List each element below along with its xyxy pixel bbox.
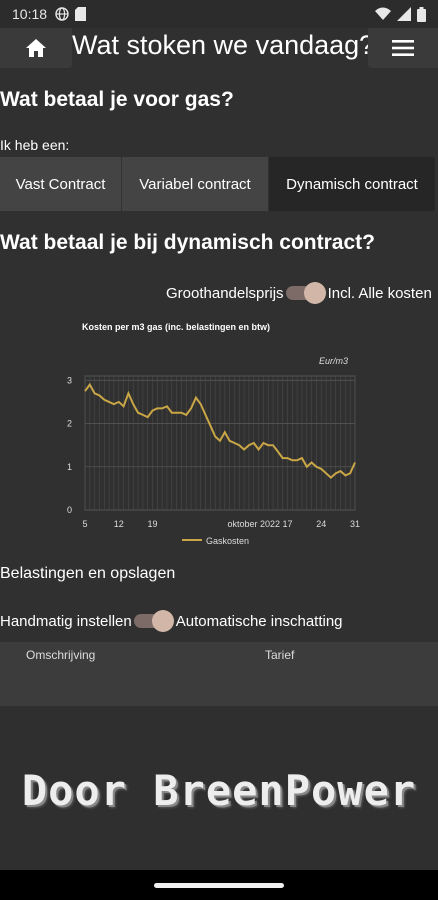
app-screen: Wat stoken we vandaag? Wat betaal je voo… [0,28,438,870]
wholesale-price-label: Groothandelsprijs [166,284,284,302]
description-column-header: Omschrijving [26,648,96,662]
status-time: 10:18 [12,6,48,22]
gas-cost-chart: Kosten per m3 gas (inc. belastingen en b… [67,322,360,546]
gaskosten-series-line [84,382,356,479]
manual-setting-label: Handmatig instellen [0,612,132,630]
contract-type-selector: Vast Contract Variabel contract Dynamisc… [0,157,436,211]
chart-x-tick-label: 5 [82,519,87,529]
chart-y-tick-label: 1 [67,462,72,472]
signal-icon [397,7,411,21]
variable-contract-option[interactable]: Variabel contract [122,157,269,211]
switch-thumb [303,282,326,304]
tax-mode-toggle-row: Handmatig instellen Automatische inschat… [0,610,343,632]
system-navigation-bar [0,870,438,900]
home-button[interactable] [0,28,72,68]
chart-y-tick-label: 2 [67,419,72,429]
rate-column-header: Tarief [265,648,295,662]
tax-table: Omschrijving Tarief [0,642,438,706]
chart-y-tick-label: 0 [67,505,72,515]
app-title: Wat stoken we vandaag? [72,30,375,60]
chart-x-tick-label: 19 [147,519,157,529]
tax-mode-switch[interactable] [133,610,174,632]
menu-button[interactable] [368,28,438,68]
price-mode-toggle-row: Groothandelsprijs Incl. Alle kosten [166,282,432,304]
chart-x-tick-label: 31 [350,519,360,529]
chart-x-tick-label: oktober 2022 [227,519,280,529]
gas-section-title: Wat betaal je voor gas? [0,88,234,111]
footer-brand-text: Door BreenPower [21,766,417,815]
home-icon [26,39,46,57]
footer-banner: Door BreenPower [0,706,438,870]
home-gesture-pill[interactable] [154,882,284,888]
hamburger-menu-icon [392,40,414,56]
chart-y-tick-label: 3 [67,375,72,385]
chart-x-tick-label: 24 [316,519,326,529]
chart-x-tick-label: 17 [282,519,292,529]
chart-x-axis: 5 12 19 oktober 2022 17 24 31 [82,519,360,529]
dynamic-contract-option[interactable]: Dynamisch contract [269,157,436,211]
auto-estimate-label: Automatische inschatting [175,612,343,630]
taxes-section-title: Belastingen en opslagen [0,565,176,582]
all-costs-label: Incl. Alle kosten [327,284,432,302]
wifi-icon [375,7,391,20]
chart-title: Kosten per m3 gas (inc. belastingen en b… [82,322,270,332]
battery-icon [417,6,426,22]
chart-unit-label: Eur/m3 [319,356,348,366]
top-bar: Wat stoken we vandaag? [0,28,438,68]
sd-card-icon [75,7,87,21]
chart-y-axis: 0 1 2 3 [67,375,355,515]
chart-grid [84,375,356,511]
switch-thumb [151,610,174,632]
legend-label: Gaskosten [206,536,249,546]
fixed-contract-option[interactable]: Vast Contract [0,157,122,211]
status-bar: 10:18 [0,0,438,28]
contract-type-label: Ik heb een: [0,137,70,153]
globe-icon [55,7,69,21]
dynamic-section-title: Wat betaal je bij dynamisch contract? [0,231,375,254]
price-mode-switch[interactable] [285,282,326,304]
chart-x-tick-label: 12 [114,519,124,529]
